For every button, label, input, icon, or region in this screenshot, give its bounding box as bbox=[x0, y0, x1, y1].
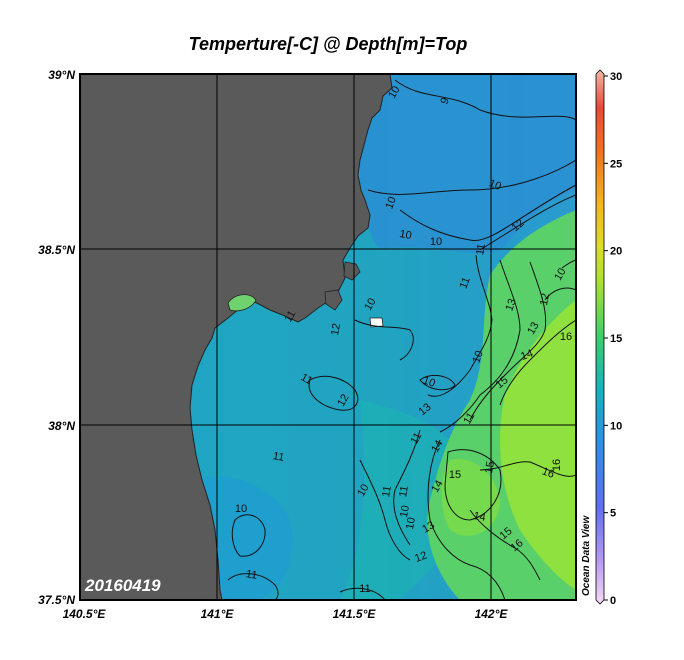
map-title: Temperture[-C] @ Depth[m]=Top bbox=[188, 34, 468, 54]
warm-eddy bbox=[441, 459, 500, 536]
lon-label: 140.5°E bbox=[63, 607, 107, 621]
colorbar-tick-label: 5 bbox=[610, 508, 616, 520]
lon-label: 141.5°E bbox=[333, 607, 377, 621]
contour-label: 12 bbox=[413, 549, 429, 564]
contour-label: 16 bbox=[551, 459, 563, 471]
contour-label: 11 bbox=[408, 431, 424, 447]
contour-label: 11 bbox=[380, 485, 394, 498]
lon-label: 142°E bbox=[475, 607, 509, 621]
colorbar-tick-label: 15 bbox=[610, 333, 622, 345]
isotherm-line bbox=[399, 184, 576, 242]
date-stamp: 20160419 bbox=[84, 576, 161, 595]
isotherm-line bbox=[479, 461, 576, 477]
contour-label: 15 bbox=[483, 460, 497, 474]
lat-label: 39°N bbox=[48, 68, 75, 82]
contour-label: 16 bbox=[540, 465, 556, 480]
isotherm-line bbox=[499, 319, 576, 406]
isotherm-line bbox=[439, 259, 521, 433]
contour-label: 14 bbox=[429, 478, 446, 495]
lat-label: 37.5°N bbox=[38, 593, 75, 607]
lagoon bbox=[227, 294, 257, 312]
isotherm-line bbox=[544, 287, 576, 301]
contour-label: 11 bbox=[282, 309, 298, 325]
contour-label: 13 bbox=[503, 297, 518, 313]
contour-label: 10 bbox=[398, 228, 412, 242]
contour-label: 10 bbox=[355, 482, 372, 499]
contour-label: 10 bbox=[470, 349, 485, 365]
contour-label: 10 bbox=[421, 374, 437, 389]
isotherm-line bbox=[427, 254, 493, 397]
isotherm-line bbox=[394, 79, 576, 121]
contour-label: 16 bbox=[560, 331, 572, 343]
contour-label: 10 bbox=[552, 266, 569, 283]
contour-label: 10 bbox=[398, 504, 412, 518]
isotherm-line bbox=[227, 573, 279, 600]
isotherm-line bbox=[444, 449, 502, 521]
contour-label: 10 bbox=[404, 516, 418, 530]
isotherm-line bbox=[479, 194, 576, 251]
contour-label: 9 bbox=[438, 96, 451, 106]
contour-label: 13 bbox=[525, 320, 542, 337]
colorbar-tick-label: 0 bbox=[610, 595, 616, 607]
odv-watermark: Ocean Data View bbox=[581, 515, 592, 596]
contour-label: 11 bbox=[299, 371, 315, 387]
contour-label: 11 bbox=[245, 568, 258, 582]
isotherm-line bbox=[469, 509, 541, 581]
contour-label: 14 bbox=[472, 510, 486, 524]
colorbar-scale bbox=[595, 69, 605, 605]
contour-label: 10 bbox=[383, 195, 398, 211]
contour-label: 13 bbox=[420, 519, 437, 536]
island bbox=[369, 317, 384, 328]
contour-label: 10 bbox=[235, 503, 247, 515]
contour-label: 11 bbox=[359, 583, 370, 595]
isotherm-line bbox=[419, 374, 456, 391]
lat-label: 38°N bbox=[48, 419, 75, 433]
contour-label: 11 bbox=[474, 243, 488, 256]
contour-label: 12 bbox=[329, 322, 343, 336]
contour-label: 10 bbox=[362, 296, 379, 313]
land-mass bbox=[80, 74, 393, 600]
contour-label: 11 bbox=[461, 411, 477, 427]
contour-label: 14 bbox=[519, 347, 535, 362]
contour-label: 11 bbox=[397, 485, 411, 498]
isotherm-line bbox=[367, 159, 576, 195]
contour-label: 11 bbox=[272, 450, 285, 464]
isotherm-line bbox=[231, 514, 266, 557]
lon-label: 141°E bbox=[201, 607, 235, 621]
contour-label: 12 bbox=[538, 292, 552, 306]
colorbar-tick-label: 30 bbox=[610, 71, 622, 83]
colorbar-tick-label: 10 bbox=[610, 420, 622, 432]
lat-label: 38.5°N bbox=[38, 243, 75, 257]
isotherm-line bbox=[359, 459, 411, 561]
colorbar-tick-label: 25 bbox=[610, 158, 622, 170]
island bbox=[324, 289, 343, 311]
coastal-cool-water bbox=[200, 476, 293, 600]
isotherm-line bbox=[469, 261, 547, 421]
contour-label: 10 bbox=[386, 84, 403, 101]
isotherm-line bbox=[308, 375, 359, 411]
cool-water-region bbox=[360, 74, 576, 253]
contour-label: 15 bbox=[449, 469, 461, 481]
isotherm-line bbox=[339, 587, 386, 600]
contour-label: 11 bbox=[458, 276, 473, 291]
contour-label: 14 bbox=[429, 438, 446, 455]
contour-label: 12 bbox=[335, 392, 352, 409]
contour-label: 10 bbox=[487, 177, 503, 192]
contour-label: 10 bbox=[430, 236, 442, 248]
map-frame bbox=[79, 73, 577, 601]
colorbar: 30 25 20 15 10 5 0 bbox=[595, 69, 622, 607]
colorbar-tick-label: 20 bbox=[610, 246, 622, 258]
isotherm-line bbox=[393, 429, 421, 546]
isotherm-line bbox=[354, 319, 414, 361]
